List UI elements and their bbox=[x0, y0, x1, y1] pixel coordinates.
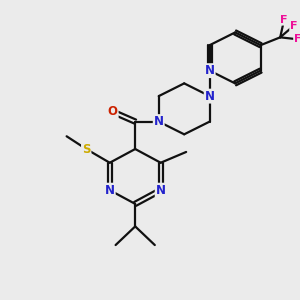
Text: N: N bbox=[105, 184, 115, 197]
Text: S: S bbox=[82, 142, 91, 155]
Text: N: N bbox=[205, 90, 215, 103]
Text: N: N bbox=[154, 115, 164, 128]
Text: F: F bbox=[280, 15, 288, 25]
Text: O: O bbox=[108, 105, 118, 118]
Text: F: F bbox=[294, 34, 300, 44]
Text: N: N bbox=[156, 184, 166, 197]
Text: N: N bbox=[205, 64, 215, 77]
Text: F: F bbox=[290, 21, 298, 31]
